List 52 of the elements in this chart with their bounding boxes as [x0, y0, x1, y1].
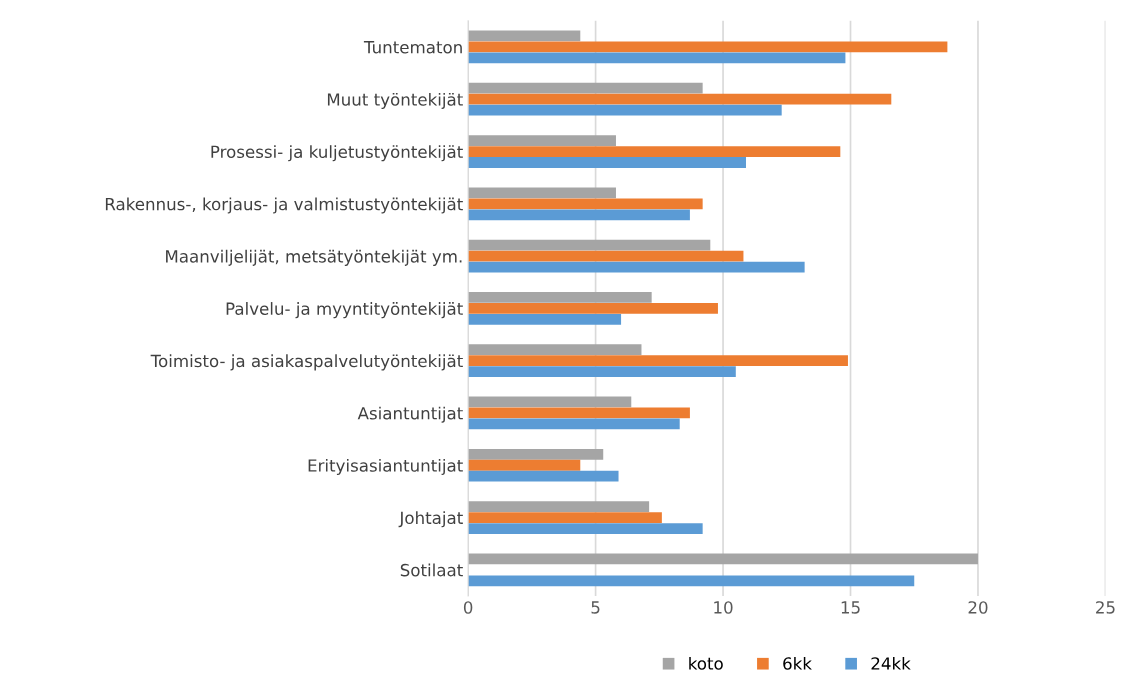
bar [468, 157, 746, 168]
bar [468, 470, 619, 482]
legend-label: 6kk [783, 656, 812, 670]
bar [468, 366, 736, 378]
y-tick-label: Sotilaat [400, 563, 463, 577]
bar [468, 93, 892, 105]
x-tick-label: 25 [1096, 601, 1115, 614]
bar [468, 292, 652, 303]
bar [468, 313, 622, 325]
bar [468, 344, 642, 356]
bar [468, 303, 718, 314]
bar [468, 261, 805, 273]
x-tick-label: 0 [463, 601, 473, 614]
bar [468, 104, 782, 116]
y-tick-label: Palvelu- ja myyntityöntekijät [226, 302, 463, 319]
bar [468, 553, 978, 565]
y-tick-label: Johtajat [398, 511, 463, 528]
bar [468, 418, 680, 430]
y-tick-label: Muut työntekijät [327, 92, 463, 110]
x-tick-label: 10 [714, 601, 733, 614]
bar [468, 250, 744, 262]
y-tick-label: Tuntematon [363, 41, 462, 54]
bar [468, 209, 690, 221]
y-tick-label: Toimisto- ja asiakaspalvelutyöntekijät [150, 354, 463, 371]
bar [468, 198, 703, 210]
bar [468, 146, 841, 157]
y-tick-label: Maanviljelijät, metsätyöntekijät ym. [166, 249, 462, 266]
bar [468, 448, 604, 460]
x-tick-label: 15 [841, 601, 860, 614]
y-tick-label: Erityisasiantuntijat [308, 458, 463, 476]
bar [468, 523, 703, 534]
legend-label: koto [689, 656, 723, 670]
x-tick-label: 20 [968, 601, 988, 614]
bar [468, 407, 690, 419]
bar [468, 41, 948, 53]
x-tick-label: 5 [591, 601, 600, 614]
bar [468, 501, 650, 512]
bar [468, 396, 632, 408]
bar [468, 355, 848, 367]
bar [468, 239, 711, 251]
bar [468, 82, 703, 94]
bar [468, 187, 616, 199]
y-tick-label: Asiantuntijat [357, 406, 463, 423]
legend-label: 24kk [871, 656, 911, 670]
bar [468, 135, 616, 146]
y-tick-label: Prosessi- ja kuljetustyöntekijät [211, 145, 463, 162]
bar [468, 575, 915, 587]
bar [468, 52, 846, 64]
bar [468, 459, 581, 471]
y-tick-label: Rakennus-, korjaus- ja valmistustyöntekijät [105, 197, 463, 214]
bar [468, 512, 662, 523]
bar [468, 30, 581, 42]
